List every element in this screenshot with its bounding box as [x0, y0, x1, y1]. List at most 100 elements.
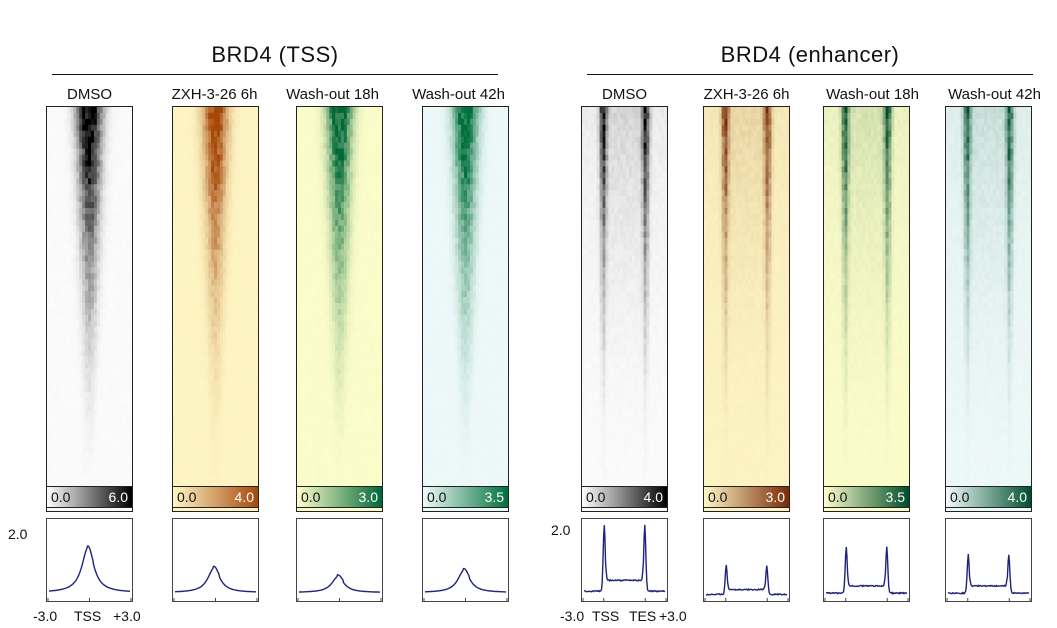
heatmap-cell	[88, 356, 92, 364]
heatmap-cell	[231, 160, 236, 168]
heatmap-cell	[202, 243, 206, 251]
heatmap-cell	[246, 291, 250, 298]
heatmap-cell	[190, 463, 195, 471]
heatmap-cell	[326, 255, 330, 263]
heatmap-cell	[173, 267, 177, 274]
heatmap-cell	[214, 172, 218, 179]
heatmap-cell	[61, 273, 66, 280]
heatmap-cell	[199, 225, 203, 233]
heatmap-cell	[79, 457, 83, 465]
heatmap-cell	[361, 285, 366, 292]
heatmap-cell	[90, 243, 95, 251]
heatmap-cell	[208, 202, 212, 209]
heatmap-cell	[234, 505, 239, 511]
heatmap-cell	[76, 350, 80, 358]
heatmap-cell	[379, 184, 382, 191]
heatmap-cell	[114, 469, 118, 476]
heatmap-cell	[67, 415, 72, 423]
heatmap-cell	[61, 231, 66, 239]
heatmap-cell	[178, 338, 183, 346]
heatmap-cell	[126, 267, 130, 274]
heatmap-cell	[240, 208, 244, 215]
heatmap-cell	[329, 136, 333, 144]
heatmap-cell	[82, 481, 86, 488]
heatmap-cell	[193, 231, 198, 239]
heatmap-cell	[52, 118, 57, 126]
heatmap-cell	[90, 309, 95, 316]
heatmap-cell	[364, 124, 368, 132]
heatmap-cell	[311, 213, 316, 221]
heatmap-cell	[173, 338, 177, 346]
heatmap-cell	[184, 196, 189, 203]
heatmap-cell	[105, 112, 110, 120]
heatmap-cell	[120, 368, 124, 375]
heatmap-cell	[82, 433, 86, 441]
heatmap-cell	[82, 130, 86, 138]
heatmap-cell	[196, 433, 200, 441]
heatmap-cell	[126, 219, 130, 227]
heatmap-cell	[102, 261, 107, 269]
heatmap-cell	[320, 136, 324, 144]
heatmap-cell	[299, 172, 304, 179]
heatmap-cell	[82, 172, 86, 179]
heatmap-cell	[129, 112, 132, 120]
heatmap-cell	[338, 160, 342, 168]
heatmap-cell	[376, 213, 380, 221]
heatmap-cell	[184, 136, 189, 144]
heatmap-cell	[58, 344, 63, 352]
heatmap-cell	[379, 243, 382, 251]
heatmap-cell	[117, 309, 121, 316]
heatmap-cell	[175, 314, 180, 322]
heatmap-cell	[320, 172, 324, 179]
heatmap-cell	[216, 457, 221, 465]
heatmap-cell	[178, 130, 183, 138]
heatmap-cell	[190, 374, 195, 381]
heatmap-cell	[202, 362, 206, 370]
heatmap-cell	[199, 184, 203, 191]
heatmap-cell	[49, 118, 54, 126]
heatmap-cell	[329, 196, 333, 203]
heatmap-cell	[355, 166, 360, 173]
heatmap-cell	[355, 136, 360, 144]
heatmap-cell	[102, 410, 107, 417]
heatmap-cell	[70, 213, 74, 221]
heatmap-cell	[222, 142, 227, 150]
heatmap-cell	[90, 386, 95, 393]
heatmap-cell	[173, 362, 177, 370]
heatmap-cell	[214, 261, 218, 269]
heatmap-cell	[234, 469, 239, 476]
heatmap-cell	[225, 249, 230, 257]
heatmap-cell	[173, 107, 177, 114]
heatmap-cell	[93, 213, 98, 221]
heatmap-cell	[214, 415, 218, 423]
heatmap-cell	[184, 190, 189, 197]
heatmap-cell	[173, 445, 177, 453]
heatmap-cell	[202, 285, 206, 292]
heatmap-cell	[237, 309, 242, 316]
heatmap-cell	[202, 344, 206, 352]
heatmap-cell	[90, 338, 95, 346]
heatmap-cell	[196, 469, 200, 476]
heatmap-cell	[222, 213, 227, 221]
heatmap-cell	[231, 124, 236, 132]
heatmap-cell	[49, 297, 54, 304]
heatmap-cell	[64, 505, 69, 511]
heatmap-cell	[370, 273, 374, 280]
heatmap-cell	[246, 475, 250, 482]
heatmap-cell	[237, 255, 242, 263]
heatmap-cell	[234, 184, 239, 191]
heatmap-cell	[243, 433, 247, 441]
heatmap-cell	[173, 118, 177, 126]
heatmap-cell	[111, 475, 116, 482]
heatmap-cell	[190, 202, 195, 209]
heatmap-cell	[214, 350, 218, 358]
heatmap-cell	[234, 273, 239, 280]
heatmap-cell	[302, 154, 307, 162]
heatmap-cell	[323, 178, 327, 185]
heatmap-cell	[73, 136, 77, 144]
heatmap-cell	[255, 320, 258, 328]
heatmap-cell	[349, 213, 354, 221]
heatmap-cell	[175, 326, 180, 334]
heatmap-cell	[190, 386, 195, 393]
heatmap-cell	[214, 338, 218, 346]
